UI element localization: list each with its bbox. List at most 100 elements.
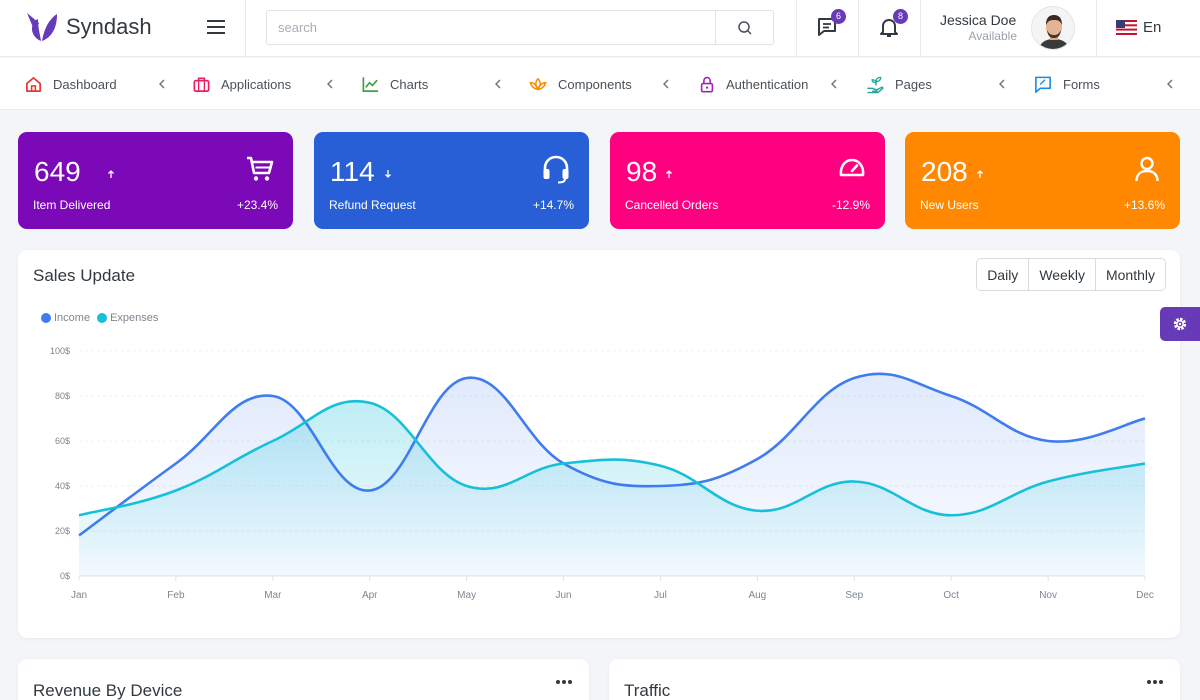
x-tick-label: Dec — [1136, 590, 1154, 601]
message-square-icon — [1035, 76, 1051, 93]
x-tick-label: Sep — [845, 590, 863, 601]
nav-label: Dashboard — [53, 76, 117, 92]
chevron-left-icon[interactable] — [324, 78, 336, 90]
legend-label: Expenses — [110, 312, 159, 324]
period-weekly-button[interactable]: Weekly — [1028, 259, 1095, 290]
chevron-left-icon[interactable] — [660, 78, 672, 90]
avatar[interactable] — [1031, 6, 1075, 50]
nav-item-applications[interactable]: Applications — [192, 58, 291, 110]
chart-legend: Income Expenses — [41, 312, 165, 324]
nav-label: Charts — [390, 76, 429, 92]
top-bar: Syndash 6 8 Jessica Doe Av — [0, 0, 1200, 57]
hand-seedling-icon — [867, 76, 884, 93]
search-input[interactable] — [267, 11, 715, 44]
bell-icon — [880, 19, 898, 37]
nav-item-authentication[interactable]: Authentication — [698, 58, 808, 110]
main-nav: Dashboard Applications Charts Components — [0, 58, 1200, 110]
card-title: Revenue By Device — [33, 681, 183, 700]
period-toggle: Daily Weekly Monthly — [976, 258, 1166, 291]
y-tick-label: 60$ — [55, 436, 70, 446]
gear-icon — [1173, 317, 1187, 331]
user-status: Available — [968, 29, 1017, 43]
brand-name: Syndash — [66, 14, 152, 39]
series-area-expenses — [79, 401, 1145, 576]
period-monthly-button[interactable]: Monthly — [1094, 259, 1165, 290]
chevron-left-icon[interactable] — [828, 78, 840, 90]
legend-label: Income — [54, 312, 91, 324]
y-tick-label: 80$ — [55, 391, 70, 401]
stat-label: Refund Request — [329, 198, 416, 212]
chevron-left-icon[interactable] — [1164, 78, 1176, 90]
user-name[interactable]: Jessica Doe — [940, 12, 1017, 28]
more-options-icon[interactable] — [555, 679, 573, 685]
messages-badge: 6 — [831, 9, 846, 24]
card-title: Traffic — [624, 681, 671, 700]
stat-value: 114 — [330, 156, 375, 187]
x-tick-label: Jan — [71, 590, 87, 601]
legend-item-income[interactable]: Income — [41, 312, 90, 324]
speedometer-icon — [839, 158, 865, 177]
chevron-left-icon[interactable] — [156, 78, 168, 90]
cart-icon — [247, 156, 274, 181]
nav-item-pages[interactable]: Pages — [865, 58, 932, 110]
notifications-badge: 8 — [893, 9, 908, 24]
stat-value: 649 — [34, 156, 81, 187]
lotus-icon — [529, 77, 547, 91]
period-daily-button[interactable]: Daily — [977, 259, 1029, 290]
chevron-left-icon[interactable] — [996, 78, 1008, 90]
nav-label: Applications — [221, 76, 292, 92]
nav-label: Forms — [1063, 76, 1100, 92]
y-tick-label: 20$ — [55, 526, 70, 536]
more-options-icon[interactable] — [1146, 679, 1164, 685]
chevron-left-icon[interactable] — [492, 78, 504, 90]
divider — [245, 0, 246, 57]
nav-item-forms[interactable]: Forms — [1033, 58, 1100, 110]
series-line-expenses — [78, 399, 1146, 517]
card-title: Sales Update — [33, 266, 136, 285]
nav-item-components[interactable]: Components — [528, 58, 632, 110]
x-tick-label: Feb — [167, 590, 185, 601]
y-tick-label: 0$ — [60, 571, 70, 581]
legend-item-expenses[interactable]: Expenses — [97, 312, 158, 324]
messages-button[interactable]: 6 — [815, 9, 846, 39]
stat-card-refund-request: 114 Refund Request +14.7% — [314, 132, 589, 229]
headphones-icon — [543, 155, 569, 184]
nav-item-dashboard[interactable]: Dashboard — [24, 58, 117, 110]
stat-card-new-users: 208 New Users +13.6% — [905, 132, 1180, 229]
stat-value: 208 — [921, 156, 968, 187]
traffic-card: Traffic — [609, 659, 1180, 700]
us-flag-icon — [1116, 20, 1137, 35]
search-icon — [737, 20, 752, 35]
stat-label: New Users — [920, 198, 979, 212]
nav-label: Components — [558, 76, 632, 92]
user-icon — [1135, 156, 1159, 182]
sales-area-chart: 0$ 20$ 40$ 60$ 80$ 100$ Jan Feb Mar Apr May Jun Jul A… — [50, 346, 1154, 601]
settings-button[interactable] — [1160, 307, 1200, 341]
brand-logo[interactable]: Syndash — [24, 10, 152, 44]
divider — [1096, 0, 1097, 57]
home-icon — [25, 76, 42, 92]
x-tick-label: May — [457, 590, 476, 601]
leaf-logo-icon — [27, 13, 57, 41]
x-tick-label: Nov — [1039, 590, 1057, 601]
arrow-down-icon — [385, 170, 391, 178]
language-label: En — [1143, 19, 1162, 36]
language-selector[interactable]: En — [1116, 19, 1161, 36]
x-tick-label: Aug — [748, 590, 766, 601]
nav-item-charts[interactable]: Charts — [361, 58, 428, 110]
hamburger-menu-icon[interactable] — [205, 16, 227, 38]
stat-change: +23.4% — [236, 198, 278, 212]
notifications-button[interactable]: 8 — [877, 9, 908, 39]
stat-label: Cancelled Orders — [625, 198, 719, 212]
divider — [920, 0, 921, 57]
y-tick-label: 100$ — [50, 346, 70, 356]
x-tick-label: Jul — [654, 590, 667, 601]
sales-update-card: Sales Update Daily Weekly Monthly Income… — [18, 250, 1180, 638]
revenue-by-device-card: Revenue By Device — [18, 659, 589, 700]
stat-change: +14.7% — [532, 198, 574, 212]
x-tick-label: Mar — [264, 590, 282, 601]
stat-label: Item Delivered — [33, 198, 111, 212]
legend-marker — [41, 313, 51, 323]
legend-marker — [97, 313, 108, 323]
search-button[interactable] — [715, 11, 773, 44]
